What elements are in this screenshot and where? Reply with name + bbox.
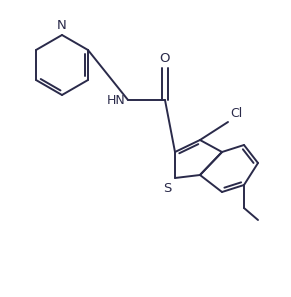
Text: Cl: Cl xyxy=(230,107,242,120)
Text: HN: HN xyxy=(107,94,126,107)
Text: S: S xyxy=(163,182,171,195)
Text: N: N xyxy=(57,19,67,32)
Text: O: O xyxy=(160,52,170,65)
